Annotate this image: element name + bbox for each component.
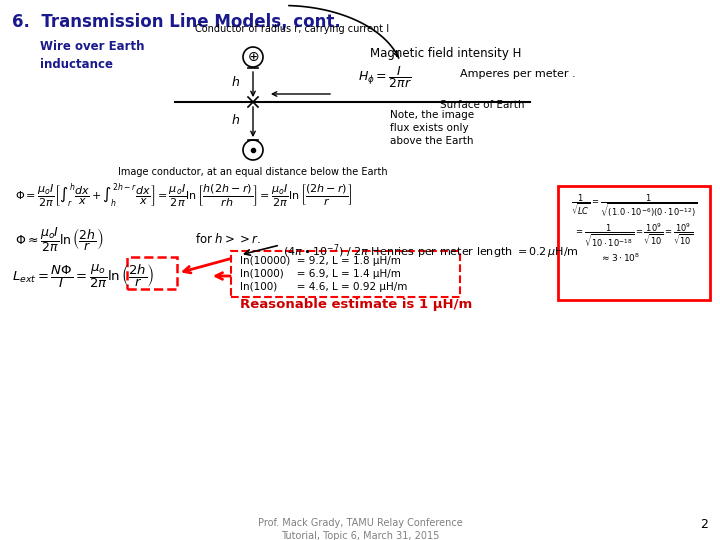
Text: ln(10000)  = 9.2, L = 1.8 μH/m: ln(10000) = 9.2, L = 1.8 μH/m: [240, 256, 401, 266]
Text: 6.  Transmission Line Models, cont.: 6. Transmission Line Models, cont.: [12, 13, 341, 31]
Text: Magnetic field intensity H: Magnetic field intensity H: [370, 47, 521, 60]
Text: Reasonable estimate is 1 μH/m: Reasonable estimate is 1 μH/m: [240, 298, 472, 311]
Text: for $h >> r$.: for $h >> r$.: [195, 232, 261, 246]
Text: $= \dfrac{1}{\sqrt{10 \cdot 10^{-18}}} = \dfrac{10^9}{\sqrt{10}} = \dfrac{10^9}{: $= \dfrac{1}{\sqrt{10 \cdot 10^{-18}}} =…: [575, 222, 693, 251]
Text: $(4\pi \bullet 10^{-7})$ / $2\pi$ Henries per meter length $= 0.2\,\mu$H/m: $(4\pi \bullet 10^{-7})$ / $2\pi$ Henrie…: [283, 242, 579, 261]
Text: h: h: [231, 114, 239, 127]
Text: Note, the image
flux exists only
above the Earth: Note, the image flux exists only above t…: [390, 110, 474, 146]
Text: $\Phi = \dfrac{\mu_o I}{2\pi}\left[\int_r^h \dfrac{dx}{x} + \int_h^{2h-r} \dfrac: $\Phi = \dfrac{\mu_o I}{2\pi}\left[\int_…: [15, 182, 352, 211]
Text: Amperes per meter .: Amperes per meter .: [460, 69, 575, 79]
Text: $\dfrac{1}{\sqrt{LC}} = \dfrac{1}{\sqrt{\left(1.0 \cdot 10^{-6}\right)\left(0 \c: $\dfrac{1}{\sqrt{LC}} = \dfrac{1}{\sqrt{…: [571, 192, 697, 219]
Text: Image conductor, at an equal distance below the Earth: Image conductor, at an equal distance be…: [118, 167, 388, 177]
Text: $L_{ext} = \dfrac{N\Phi}{I} = \dfrac{\mu_o}{2\pi}\ln\left(\dfrac{2h}{r}\right)$: $L_{ext} = \dfrac{N\Phi}{I} = \dfrac{\mu…: [12, 262, 154, 290]
Text: $\approx 3 \cdot 10^8$: $\approx 3 \cdot 10^8$: [600, 252, 640, 265]
Text: ln(100)      = 4.6, L = 0.92 μH/m: ln(100) = 4.6, L = 0.92 μH/m: [240, 282, 408, 292]
Text: $H_\phi = \dfrac{I}{2\pi r}$: $H_\phi = \dfrac{I}{2\pi r}$: [358, 64, 412, 90]
Text: 2: 2: [700, 518, 708, 531]
Text: Conductor of radius r, carrying current I: Conductor of radius r, carrying current …: [195, 24, 389, 34]
Text: Surface of Earth: Surface of Earth: [440, 100, 524, 110]
Text: ln(1000)    = 6.9, L = 1.4 μH/m: ln(1000) = 6.9, L = 1.4 μH/m: [240, 269, 401, 279]
Text: $\Phi \approx \dfrac{\mu_o I}{2\pi}\ln\left(\dfrac{2h}{r}\right)$: $\Phi \approx \dfrac{\mu_o I}{2\pi}\ln\l…: [15, 225, 104, 254]
Text: Prof. Mack Grady, TAMU Relay Conference
Tutorial, Topic 6, March 31, 2015: Prof. Mack Grady, TAMU Relay Conference …: [258, 518, 462, 540]
Text: $\oplus$: $\oplus$: [247, 50, 259, 64]
Text: Wire over Earth
inductance: Wire over Earth inductance: [40, 40, 145, 71]
Text: h: h: [231, 77, 239, 90]
